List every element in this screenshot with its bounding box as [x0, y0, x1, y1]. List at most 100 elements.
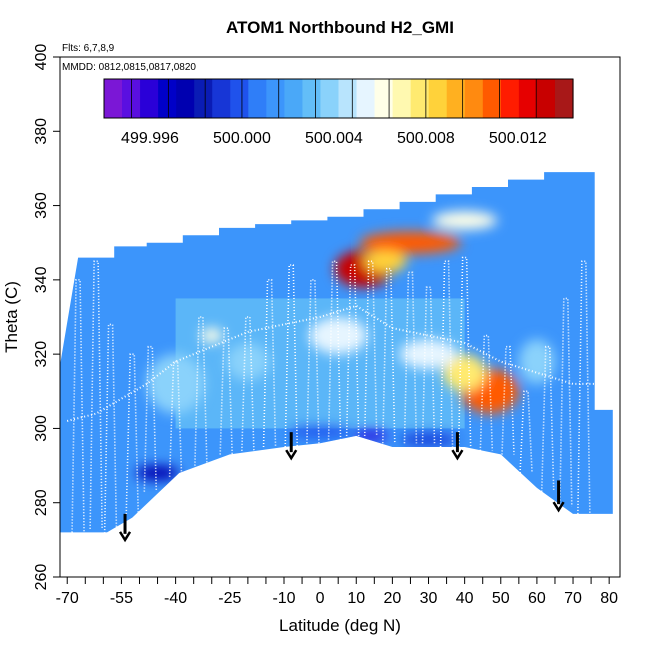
- flight-profile: [71, 279, 85, 533]
- y-axis-label: Theta (C): [2, 281, 21, 353]
- arrow-head: [285, 449, 298, 461]
- colorbar-cell: [320, 79, 340, 118]
- y-tick-label: 400: [33, 44, 50, 71]
- field-feature: [399, 339, 458, 369]
- x-tick-label: -55: [110, 590, 133, 607]
- flight-profile: [519, 390, 533, 474]
- field-feature: [135, 465, 180, 481]
- x-tick-label: 50: [492, 590, 510, 607]
- arrow-head: [118, 531, 132, 543]
- heatmap-field: [60, 172, 613, 537]
- y-tick-label: 280: [33, 489, 50, 516]
- colorbar-cell: [302, 79, 322, 118]
- flight-profile: [559, 297, 573, 507]
- heatmap-features: [135, 211, 555, 481]
- trend-profile: [66, 304, 595, 422]
- flights-annotation: Flts: 6,7,8,9: [62, 43, 115, 54]
- colorbar-cell: [158, 79, 177, 118]
- colorbar-cell: [104, 79, 123, 118]
- field-feature: [518, 339, 555, 384]
- field-feature: [399, 434, 458, 446]
- colorbar-tick-label: 499.996: [121, 130, 179, 147]
- flight-profile: [241, 316, 255, 451]
- x-tick-label: 80: [600, 590, 618, 607]
- x-axis: -70 -55 -40 -25 -10 0 10 20 30 40 50 60 70 80: [56, 577, 618, 607]
- colorbar-cell: [338, 79, 358, 118]
- x-tick-label: 60: [528, 590, 546, 607]
- field-feature: [442, 354, 487, 392]
- flight-profile: [439, 260, 454, 448]
- arrow-head: [552, 501, 565, 513]
- flight-profile: [501, 345, 515, 455]
- colorbar-cell: [482, 79, 502, 118]
- field-feature: [287, 426, 353, 438]
- flight-profile: [219, 327, 233, 455]
- colorbar-cell: [176, 79, 195, 118]
- field-feature: [309, 317, 368, 355]
- x-axis-label: Latitude (deg N): [279, 616, 401, 635]
- colorbar-cell: [464, 79, 484, 118]
- colorbar-cell: [554, 79, 574, 118]
- colorbar-cell: [392, 79, 412, 118]
- field-feature: [200, 328, 223, 344]
- colorbar-cell: [428, 79, 448, 118]
- x-tick-label: -70: [56, 590, 79, 607]
- colorbar-cell: [500, 79, 520, 118]
- colorbar-cell: [374, 79, 394, 118]
- x-tick-label: 10: [347, 590, 365, 607]
- x-tick-label: -40: [164, 590, 187, 607]
- colorbar-tick-label: 500.012: [489, 130, 547, 147]
- colorbar-cell: [230, 79, 249, 118]
- colorbar-cell: [356, 79, 376, 118]
- x-tick-label: 0: [316, 590, 325, 607]
- flight-profile: [168, 360, 183, 477]
- flight-profile: [306, 279, 320, 444]
- colorbar-cell: [410, 79, 430, 118]
- y-tick-label: 260: [33, 564, 50, 591]
- colorbar-cell: [518, 79, 538, 118]
- colorbar-frame: [103, 78, 574, 119]
- flight-profiles: [71, 256, 591, 537]
- flight-profile: [457, 256, 472, 448]
- x-tick-label: -10: [272, 590, 295, 607]
- colorbar-tick-label: 500.004: [305, 130, 363, 147]
- y-tick-label: 380: [33, 118, 50, 145]
- flight-profile: [103, 323, 118, 537]
- y-axis: 260 280 300 320 340 360 380 400: [33, 44, 60, 591]
- flight-profile: [540, 345, 555, 492]
- arrows: [118, 432, 565, 543]
- flight-profile: [327, 260, 342, 440]
- x-tick-label: 30: [420, 590, 438, 607]
- flight-profile: [577, 260, 591, 514]
- field-feature: [146, 354, 205, 414]
- colorbar-cell: [446, 79, 466, 118]
- field-feature: [432, 211, 498, 230]
- flight-profile: [143, 345, 158, 492]
- y-tick-label: 360: [33, 192, 50, 219]
- colorbar-tick-label: 500.000: [213, 130, 271, 147]
- colorbar: 499.996 500.000 500.004 500.008 500.012: [103, 78, 574, 147]
- field-feature: [359, 231, 462, 254]
- flight-profile: [479, 334, 494, 451]
- field-feature: [363, 250, 407, 273]
- colorbar-cell: [248, 79, 267, 118]
- flight-profile: [381, 267, 396, 444]
- colorbar-tick-label: 500.008: [397, 130, 455, 147]
- chart-title: ATOM1 Northbound H2_GMI: [226, 18, 454, 37]
- field-feature: [226, 343, 270, 381]
- x-tick-label: 70: [564, 590, 582, 607]
- y-tick-label: 300: [33, 415, 50, 442]
- y-tick-label: 340: [33, 266, 50, 293]
- colorbar-cell: [536, 79, 556, 118]
- colorbar-cell: [212, 79, 231, 118]
- dates-annotation: MMDD: 0812,0815,0817,0820: [62, 62, 196, 73]
- x-tick-label: 40: [456, 590, 474, 607]
- colorbar-cell: [266, 79, 285, 118]
- colorbar-cell: [194, 79, 213, 118]
- colorbar-cell: [140, 79, 159, 118]
- flight-profile: [363, 260, 378, 436]
- y-tick-label: 320: [33, 341, 50, 368]
- flight-profile: [125, 353, 140, 514]
- x-tick-label: 20: [383, 590, 401, 607]
